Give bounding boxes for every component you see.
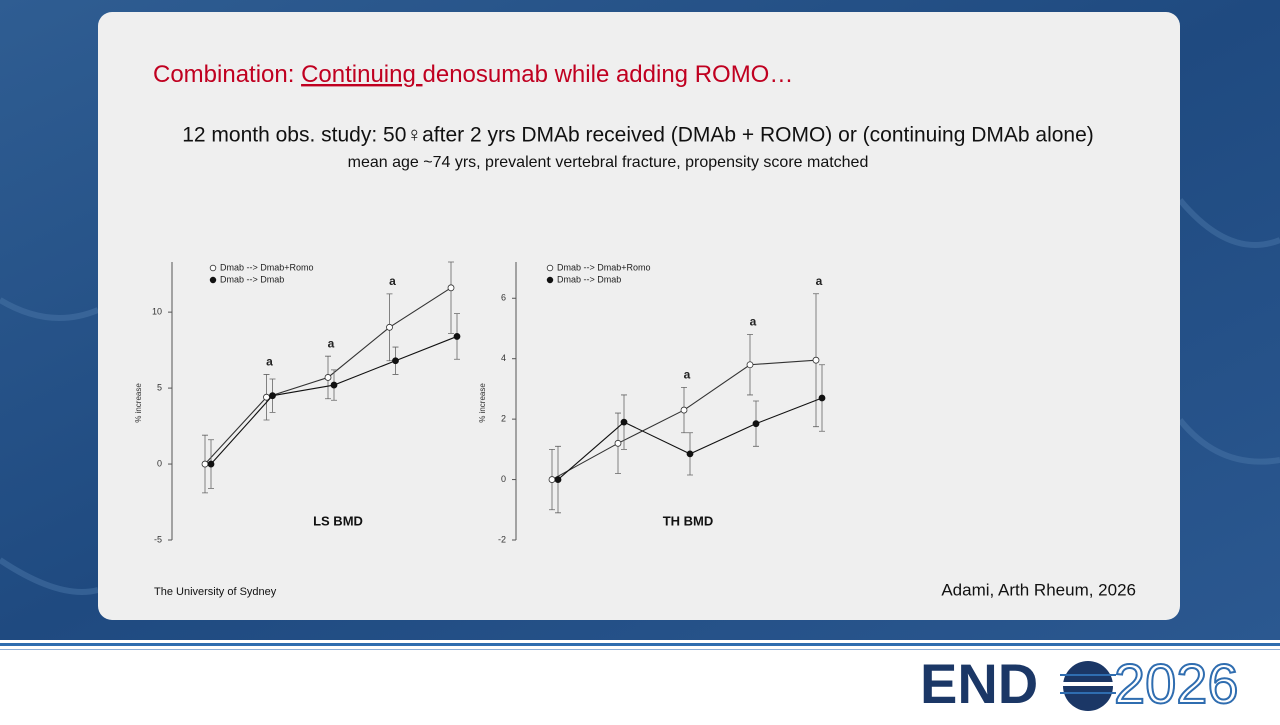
y-tick-label: -5	[154, 534, 162, 544]
footer-rule	[0, 643, 1280, 646]
logo-suffix: 2026	[1114, 652, 1239, 715]
data-point	[324, 374, 332, 381]
data-point	[620, 418, 628, 426]
error-bar	[448, 261, 454, 334]
charts: -5 0 5 10 % increase LS BMD Dmab --> Dmab+Romo…	[134, 261, 826, 544]
logo-globe	[1058, 661, 1118, 711]
y-tick-label: 0	[501, 474, 506, 484]
data-point	[680, 406, 688, 414]
data-point	[207, 460, 215, 468]
significance-label: a	[389, 274, 396, 288]
data-point	[548, 476, 556, 483]
legend-marker	[209, 276, 217, 284]
data-point	[746, 361, 754, 369]
data-point	[812, 356, 820, 364]
legend-label: Dmab --> Dmab+Romo	[557, 262, 651, 272]
significance-label: a	[816, 274, 823, 288]
legend-label: Dmab --> Dmab	[220, 274, 284, 284]
texture	[0, 198, 1280, 595]
data-point	[269, 392, 276, 400]
slide-card	[98, 12, 1180, 620]
y-tick-label: 10	[152, 307, 162, 317]
footer-text: The University of Sydney	[154, 586, 277, 598]
data-point	[554, 476, 562, 483]
data-point	[201, 460, 209, 468]
logo-prefix: END	[920, 652, 1038, 715]
data-point	[392, 357, 399, 365]
chart-title: LS BMD	[313, 513, 363, 528]
footer-rule	[0, 649, 1280, 650]
detail: mean age ~74 yrs, prevalent vertebral fr…	[348, 154, 869, 171]
chart-title: TH BMD	[663, 513, 714, 528]
data-point	[686, 450, 694, 458]
y-tick-label: 4	[501, 353, 506, 363]
legend-marker	[209, 264, 217, 272]
y-tick-label: -2	[498, 534, 506, 544]
citation: Adami, Arth Rheum, 2026	[941, 580, 1136, 599]
y-tick-label: 2	[501, 414, 506, 424]
y-tick-label: 0	[157, 458, 162, 468]
y-axis-label: % increase	[134, 383, 143, 423]
data-point	[453, 333, 461, 340]
data-point	[818, 394, 826, 402]
significance-label: a	[684, 368, 691, 382]
data-point	[330, 381, 338, 389]
data-point	[752, 420, 760, 428]
subtitle: 12 month obs. study: 50♀after 2 yrs DMAb…	[182, 124, 1094, 147]
significance-label: a	[750, 315, 757, 329]
slide-title: Combination: Continuing denosumab while …	[153, 61, 793, 88]
legend-label: Dmab --> Dmab+Romo	[220, 262, 314, 272]
y-tick-label: 5	[157, 382, 162, 392]
data-point	[614, 439, 622, 447]
y-axis-label: % increase	[478, 383, 487, 423]
legend-marker	[546, 276, 554, 284]
y-tick-label: 6	[501, 293, 506, 303]
legend-label: Dmab --> Dmab	[557, 274, 621, 284]
significance-label: a	[266, 355, 273, 369]
significance-label: a	[328, 336, 335, 350]
legend-marker	[546, 264, 554, 272]
data-point	[386, 323, 393, 331]
data-point	[447, 284, 455, 292]
